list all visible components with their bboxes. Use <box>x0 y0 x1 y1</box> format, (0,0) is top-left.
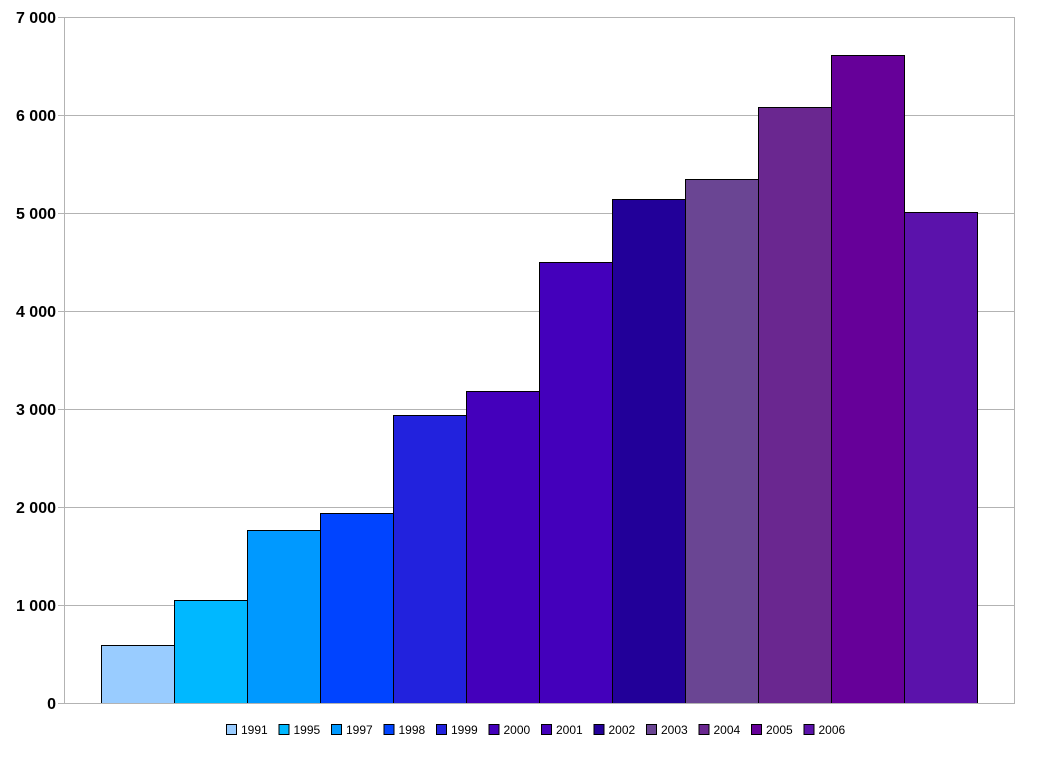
legend-item-2006: 2006 <box>803 723 846 737</box>
axes <box>64 17 1015 704</box>
y-tick-label: 7 000 <box>16 10 56 27</box>
bar-1999 <box>393 415 467 704</box>
legend-item-1998: 1998 <box>383 723 426 737</box>
legend-swatch <box>541 724 552 735</box>
legend-swatch <box>278 724 290 735</box>
legend-item-1999: 1999 <box>436 723 478 737</box>
bar-2003 <box>685 179 759 704</box>
legend-swatch <box>698 724 710 735</box>
legend-swatch <box>383 724 395 735</box>
legend: 1991 1995 1997 1998 1999 2000 2001 2002 2003 2004… <box>226 723 846 737</box>
legend-item-2000: 2000 <box>488 723 531 737</box>
legend-swatch <box>593 724 605 735</box>
legend-swatch <box>331 724 342 735</box>
bar-1991 <box>101 645 175 704</box>
bar-2004 <box>758 107 832 704</box>
legend-label: 2000 <box>504 723 531 737</box>
legend-item-1995: 1995 <box>278 723 321 737</box>
legend-label: 2003 <box>661 723 688 737</box>
legend-label: 2002 <box>609 723 636 737</box>
y-tick-label: 4 000 <box>16 304 56 321</box>
legend-label: 1998 <box>399 723 426 737</box>
legend-label: 2005 <box>766 723 793 737</box>
legend-swatch <box>803 724 815 735</box>
bar-1995 <box>174 600 248 704</box>
legend-item-2002: 2002 <box>593 723 636 737</box>
y-tick-label: 5 000 <box>16 206 56 223</box>
legend-label: 2004 <box>714 723 741 737</box>
bar-2000 <box>466 391 540 704</box>
legend-label: 1999 <box>451 723 478 737</box>
legend-swatch <box>488 724 500 735</box>
y-tick-label: 0 <box>47 696 56 713</box>
y-tick-label: 6 000 <box>16 108 56 125</box>
legend-swatch <box>436 724 447 735</box>
bars <box>101 55 978 704</box>
legend-label: 1991 <box>241 723 268 737</box>
y-tick-label: 1 000 <box>16 598 56 615</box>
bar-2006 <box>904 212 978 704</box>
legend-item-2005: 2005 <box>751 723 793 737</box>
legend-item-1997: 1997 <box>331 723 373 737</box>
bar-2002 <box>612 199 686 704</box>
legend-item-2001: 2001 <box>541 723 583 737</box>
legend-label: 2001 <box>556 723 583 737</box>
legend-swatch <box>646 724 657 735</box>
bar-1998 <box>320 513 394 704</box>
legend-item-1991: 1991 <box>226 723 268 737</box>
bar-2001 <box>539 262 613 704</box>
legend-swatch <box>226 724 237 735</box>
y-tick-label: 2 000 <box>16 500 56 517</box>
legend-item-2003: 2003 <box>646 723 688 737</box>
bar-2005 <box>831 55 905 704</box>
y-tick-label: 3 000 <box>16 402 56 419</box>
bar-1997 <box>247 530 321 704</box>
legend-label: 1997 <box>346 723 373 737</box>
legend-swatch <box>751 724 762 735</box>
legend-item-2004: 2004 <box>698 723 741 737</box>
legend-label: 2006 <box>819 723 846 737</box>
legend-label: 1995 <box>294 723 321 737</box>
y-tick-labels: 0 1 000 2 000 3 000 4 000 5 000 6 000 7 000 <box>16 10 64 713</box>
